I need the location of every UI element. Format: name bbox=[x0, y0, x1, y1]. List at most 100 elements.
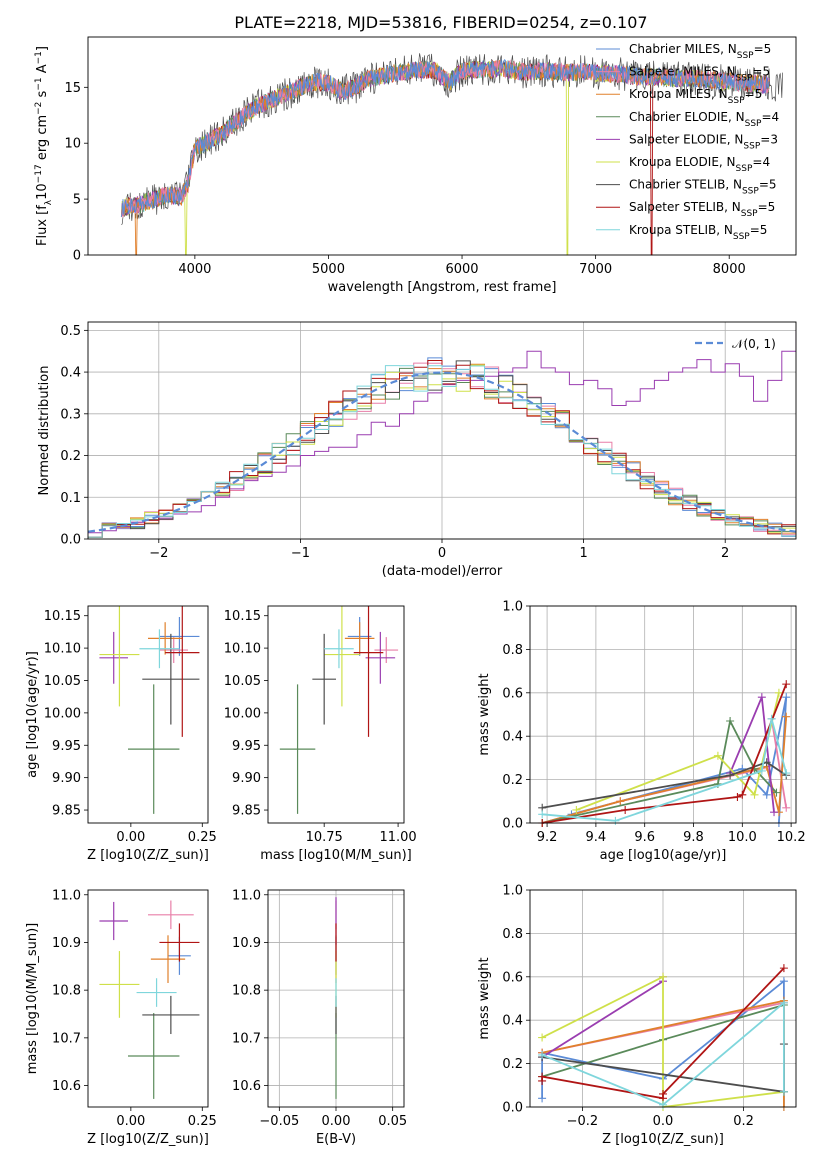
x-tick-label: 0.0 bbox=[653, 1114, 674, 1129]
y-tick-label: 10.10 bbox=[44, 642, 81, 657]
y-tick-label: 10.6 bbox=[52, 1079, 81, 1094]
weight-point-marker bbox=[750, 790, 759, 799]
x-tick-label: 0.2 bbox=[733, 1114, 754, 1129]
weight-point-marker bbox=[611, 816, 620, 825]
x-tick-label: 0.25 bbox=[188, 1114, 217, 1129]
weight-point-marker bbox=[782, 803, 791, 812]
x-tick-label: 0.00 bbox=[116, 830, 145, 845]
weight-point-marker bbox=[538, 1094, 547, 1103]
x-tick-label: 0.05 bbox=[378, 1114, 407, 1129]
x-tick-label: 0.00 bbox=[322, 1114, 351, 1129]
weight-series-line bbox=[541, 975, 785, 1109]
weight-point-marker bbox=[538, 810, 547, 819]
y-tick-label: 1.0 bbox=[502, 884, 523, 899]
x-axis-label: mass [log10(M/M_sun)] bbox=[260, 848, 412, 863]
x-tick-label: 7000 bbox=[579, 262, 612, 277]
x-axis-label: E(B-V) bbox=[316, 1132, 356, 1147]
weight-point-marker bbox=[782, 769, 791, 778]
y-tick-label: 0.4 bbox=[60, 366, 81, 381]
weight-point-marker bbox=[659, 972, 667, 981]
y-tick-label: 0.0 bbox=[502, 1101, 523, 1116]
x-axis-label: wavelength [Angstrom, rest frame] bbox=[328, 280, 557, 295]
x-axis-label: (data-model)/error bbox=[382, 564, 503, 579]
legend-entry: Salpeter STELIB, NSSP=5 bbox=[629, 200, 775, 219]
weight-point-marker bbox=[713, 751, 722, 760]
weight-point-marker bbox=[572, 805, 581, 814]
y-axis-label: age [log10(age/yr)] bbox=[25, 651, 40, 778]
weight-point-marker bbox=[779, 977, 788, 986]
y-tick-label: 0.4 bbox=[502, 730, 523, 745]
x-tick-label: −0.2 bbox=[567, 1114, 599, 1129]
axes-frame bbox=[267, 889, 405, 1108]
histogram-series bbox=[88, 329, 796, 534]
x-tick-label: 9.6 bbox=[634, 830, 655, 845]
x-tick-label: 10.75 bbox=[306, 830, 343, 845]
y-tick-label: 11.0 bbox=[52, 888, 81, 903]
x-tick-label: 2 bbox=[721, 546, 729, 561]
x-tick-label: 11.00 bbox=[379, 830, 416, 845]
legend-entry: Salpeter MILES, NSSP=5 bbox=[629, 65, 770, 84]
y-tick-label: 0.6 bbox=[502, 686, 523, 701]
x-tick-label: 9.4 bbox=[586, 830, 607, 845]
errorbar-group bbox=[99, 606, 200, 814]
y-tick-label: 10.9 bbox=[232, 936, 261, 951]
y-tick-label: 1.0 bbox=[502, 600, 523, 615]
weight-point-marker bbox=[762, 790, 771, 799]
y-tick-label: 5 bbox=[73, 193, 81, 208]
weight-point-marker bbox=[616, 797, 625, 806]
y-tick-label: 0.6 bbox=[502, 970, 523, 985]
axes-frame bbox=[87, 605, 209, 824]
spectrum-series-line bbox=[120, 58, 770, 217]
x-axis-label: Z [log10(Z/Z_sun)] bbox=[87, 1132, 209, 1147]
y-tick-label: 9.95 bbox=[232, 739, 261, 754]
y-tick-label: 10.9 bbox=[52, 936, 81, 951]
y-tick-label: 0.1 bbox=[60, 491, 81, 506]
y-tick-label: 0.4 bbox=[502, 1014, 523, 1029]
weight-point-marker bbox=[733, 792, 742, 801]
y-tick-label: 10.7 bbox=[232, 1031, 261, 1046]
errorbar-group bbox=[99, 900, 200, 1099]
histogram-series bbox=[88, 360, 796, 538]
axes-frame bbox=[87, 36, 797, 256]
figure-title: PLATE=2218, MJD=53816, FIBERID=0254, z=0… bbox=[234, 13, 647, 32]
weight-point-marker bbox=[659, 1089, 667, 1098]
weight-point-marker bbox=[726, 771, 735, 780]
histogram-series bbox=[88, 360, 796, 538]
x-tick-label: −2 bbox=[149, 546, 168, 561]
weight-series-line bbox=[541, 716, 788, 824]
y-tick-label: 0.2 bbox=[502, 773, 523, 788]
legend-entry: Kroupa MILES, NSSP=5 bbox=[629, 87, 762, 106]
weight-point-marker bbox=[779, 1087, 788, 1096]
residuals-panel: −2 −1 0 1 2 0.0 0.1 0.2 0.3 0.4 0.5 𝒩(0, 1) (data-mo… bbox=[37, 321, 797, 579]
x-tick-label: 6000 bbox=[445, 262, 478, 277]
weight-point-marker bbox=[726, 717, 735, 726]
x-tick-label: 5000 bbox=[312, 262, 345, 277]
weight-point-marker bbox=[772, 788, 781, 797]
y-tick-label: 10.7 bbox=[52, 1031, 81, 1046]
weight-point-marker bbox=[767, 714, 776, 723]
weight-point-marker bbox=[779, 998, 788, 1007]
y-axis-label: mass [log10(M/M_sun)] bbox=[25, 923, 40, 1075]
errorbar-group bbox=[279, 606, 399, 814]
weight-point-marker bbox=[782, 693, 791, 702]
legend-entry: Chabrier MILES, NSSP=5 bbox=[629, 42, 771, 61]
x-tick-label: 0 bbox=[438, 546, 446, 561]
spectrum-panel: 4000 5000 6000 7000 8000 0 5 10 15 Chabrier MILES… bbox=[34, 36, 797, 295]
x-tick-label: 9.2 bbox=[537, 830, 558, 845]
histogram-group bbox=[88, 329, 796, 538]
weight_vs_age-panel: 9.2 9.4 9.6 9.8 10.0 10.2 0.0 0.2 0.4 0.6 0.8 1.0 ag… bbox=[477, 600, 806, 864]
x-tick-label: 0.00 bbox=[116, 1114, 145, 1129]
weight-point-marker bbox=[779, 964, 788, 973]
x-tick-label: −0.05 bbox=[259, 1114, 299, 1129]
y-axis-label: mass weight bbox=[477, 673, 492, 755]
axes-frame bbox=[87, 321, 797, 540]
y-tick-label: 0.5 bbox=[60, 324, 81, 339]
weight-point-marker bbox=[621, 805, 630, 814]
y-tick-label: 10.15 bbox=[224, 609, 261, 624]
weight-point-marker bbox=[757, 693, 766, 702]
y-tick-label: 0.2 bbox=[60, 449, 81, 464]
y-tick-label: 0.0 bbox=[502, 817, 523, 832]
legend-entry: Kroupa STELIB, NSSP=5 bbox=[629, 223, 767, 242]
weight-point-marker bbox=[538, 1072, 547, 1081]
